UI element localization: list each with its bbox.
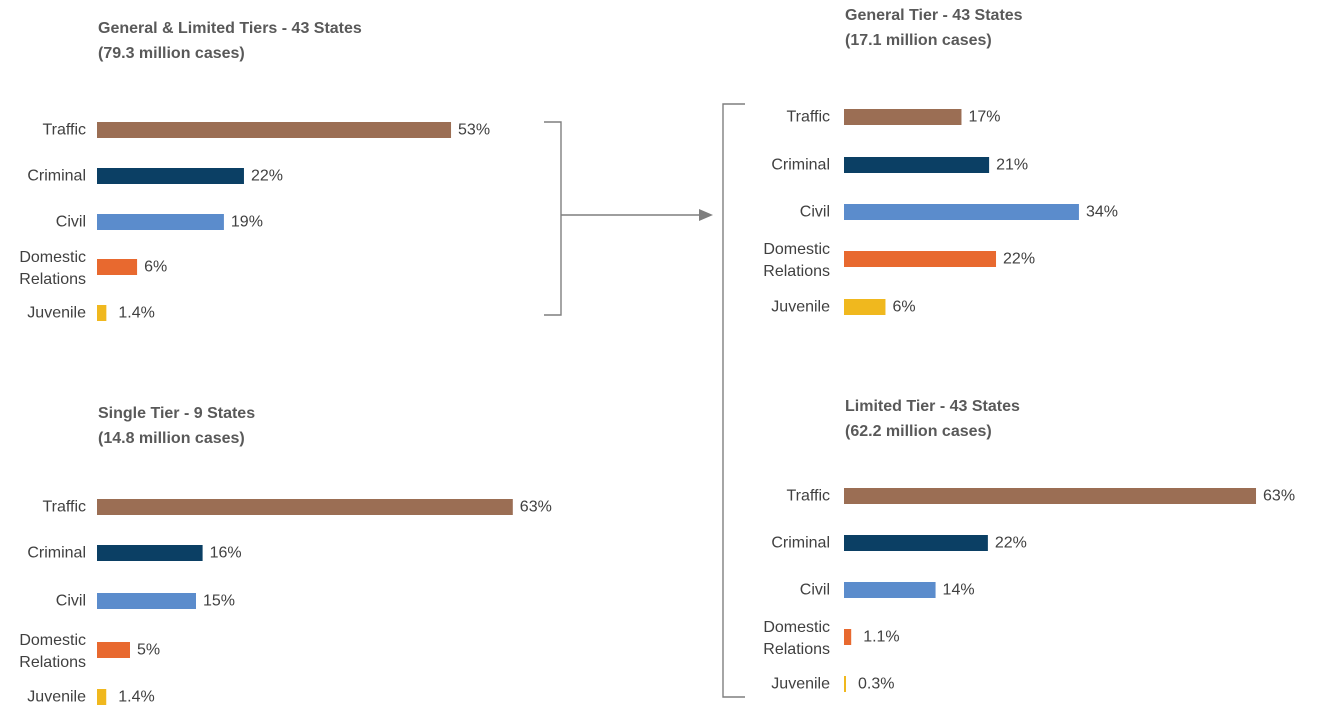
bar-juvenile	[97, 689, 107, 705]
category-label-civil: Civil	[800, 204, 830, 221]
value-label-civil: 19%	[231, 214, 263, 231]
value-label-domestic-relations: 5%	[137, 642, 160, 659]
category-label-civil: Civil	[56, 214, 86, 231]
bar-traffic	[844, 488, 1257, 504]
category-label-traffic: Traffic	[42, 499, 86, 516]
chart-title: General & Limited Tiers - 43 States	[98, 20, 362, 37]
value-label-traffic: 53%	[458, 122, 490, 139]
category-label-criminal: Criminal	[771, 157, 830, 174]
connector-arrow-head	[699, 209, 713, 221]
bar-domestic-relations	[844, 629, 852, 645]
value-label-traffic: 63%	[520, 499, 552, 516]
category-label-traffic: Traffic	[786, 488, 830, 505]
value-label-traffic: 63%	[1263, 488, 1295, 505]
bar-civil	[844, 582, 936, 598]
value-label-criminal: 21%	[996, 157, 1028, 174]
bar-civil	[844, 204, 1079, 220]
bar-traffic	[97, 122, 452, 138]
charts-layer: General & Limited Tiers - 43 States (79.3…	[19, 7, 1295, 706]
category-label-criminal: Criminal	[27, 168, 86, 185]
split-charts-bracket	[722, 103, 745, 698]
value-label-traffic: 17%	[968, 109, 1000, 126]
chart-general-and-limited: General & Limited Tiers - 43 States (79.3…	[19, 20, 490, 322]
category-label-criminal: Criminal	[27, 545, 86, 562]
chart-title: General Tier - 43 States	[845, 7, 1023, 24]
value-label-criminal: 16%	[210, 545, 242, 562]
combined-chart-bracket	[544, 121, 562, 316]
category-label-domestic-relations: Domestic Relations	[19, 632, 86, 671]
bar-domestic-relations	[97, 642, 130, 658]
value-label-civil: 15%	[203, 593, 235, 610]
bar-domestic-relations	[97, 259, 138, 275]
bar-civil	[97, 214, 224, 230]
bar-traffic	[844, 109, 962, 125]
chart-limited-tier: Limited Tier - 43 States (62.2 million ca…	[763, 398, 1295, 693]
value-label-juvenile: 6%	[892, 299, 915, 316]
category-label-traffic: Traffic	[786, 109, 830, 126]
bar-criminal	[97, 168, 244, 184]
value-label-civil: 34%	[1086, 204, 1118, 221]
chart-title: Single Tier - 9 States	[98, 405, 255, 422]
category-label-traffic: Traffic	[42, 122, 86, 139]
value-label-domestic-relations: 22%	[1003, 251, 1035, 268]
bar-criminal	[97, 545, 203, 561]
value-label-domestic-relations: 1.1%	[863, 629, 899, 646]
value-label-criminal: 22%	[251, 168, 283, 185]
chart-subtitle: (14.8 million cases)	[98, 430, 245, 447]
chart-title: Limited Tier - 43 States	[845, 398, 1020, 415]
value-label-criminal: 22%	[995, 535, 1027, 552]
category-label-criminal: Criminal	[771, 535, 830, 552]
chart-subtitle: (17.1 million cases)	[845, 32, 992, 49]
category-label-juvenile: Juvenile	[771, 299, 830, 316]
bar-criminal	[844, 535, 988, 551]
chart-subtitle: (62.2 million cases)	[845, 423, 992, 440]
value-label-civil: 14%	[943, 582, 975, 599]
category-label-domestic-relations: Domestic Relations	[19, 249, 86, 288]
bar-civil	[97, 593, 196, 609]
value-label-juvenile: 1.4%	[118, 689, 154, 706]
bar-domestic-relations	[844, 251, 997, 267]
category-label-juvenile: Juvenile	[27, 305, 86, 322]
category-label-domestic-relations: Domestic Relations	[763, 241, 830, 280]
chart-subtitle: (79.3 million cases)	[98, 45, 245, 62]
value-label-juvenile: 0.3%	[858, 676, 894, 693]
bar-juvenile	[97, 305, 107, 321]
category-label-domestic-relations: Domestic Relations	[763, 619, 830, 658]
bar-juvenile	[844, 676, 846, 692]
bar-traffic	[97, 499, 513, 515]
value-label-domestic-relations: 6%	[144, 259, 167, 276]
value-label-juvenile: 1.4%	[118, 305, 154, 322]
chart-general-tier: General Tier - 43 States (17.1 million ca…	[763, 7, 1118, 316]
category-label-civil: Civil	[56, 593, 86, 610]
category-label-civil: Civil	[800, 582, 830, 599]
category-label-juvenile: Juvenile	[771, 676, 830, 693]
bar-criminal	[844, 157, 990, 173]
chart-single-tier: Single Tier - 9 States (14.8 million case…	[19, 405, 552, 706]
bar-juvenile	[844, 299, 886, 315]
category-label-juvenile: Juvenile	[27, 689, 86, 706]
